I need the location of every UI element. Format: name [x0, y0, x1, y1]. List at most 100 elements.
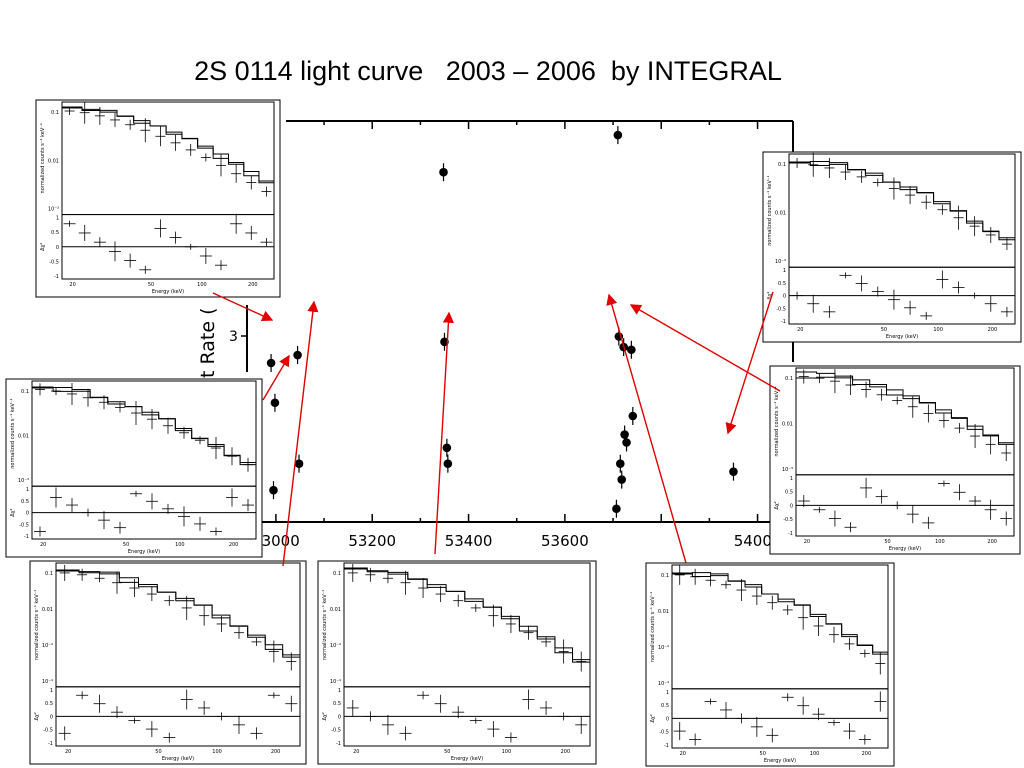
data-point [627, 345, 636, 355]
spectrum-y-tick: 10⁻³ [48, 207, 59, 213]
spectrum-panel: 0.1 0.01 10⁻³ 1 0.5 0 -0.5 -1 20 50 100 200 Energy (… [762, 151, 1022, 343]
spectrum-x-label: Energy (keV) [162, 756, 194, 762]
spectrum-x-tick: 200 [248, 282, 258, 288]
spectrum-x-tick: 200 [988, 327, 998, 333]
residual-y-tick: 1 [338, 688, 341, 694]
data-point [620, 430, 629, 439]
residual-y-tick: 1 [26, 487, 29, 493]
spectrum-x-tick: 100 [212, 749, 222, 755]
spectrum-x-tick: 50 [148, 282, 154, 288]
spectrum-y-tick: 10⁻⁴ [658, 681, 669, 687]
spectrum-panel: 0.1 0.01 10⁻³ 1 0.5 0 -0.5 -1 20 50 100 200 Energy (… [35, 99, 281, 298]
residual-y-label: Δχ² [322, 712, 328, 720]
spectrum-x-tick: 20 [65, 749, 71, 755]
spectrum-y-tick: 0.01 [48, 158, 59, 164]
residual-y-tick: -0.5 [659, 730, 669, 736]
spectrum-y-tick: 10⁻³ [658, 645, 669, 651]
residual-y-tick: -0.5 [49, 259, 59, 265]
spectrum-x-tick: 100 [175, 542, 185, 548]
spectrum-y-tick: 10⁻⁴ [42, 679, 53, 685]
residual-y-label: Δχ² [40, 243, 46, 251]
spectrum-x-label: Energy (keV) [152, 289, 184, 295]
residual-y-tick: -1 [24, 534, 29, 540]
spectrum-y-label: normalized counts s⁻¹ keV⁻¹ [774, 386, 780, 456]
spectrum-x-tick: 200 [987, 539, 997, 545]
residual-y-tick: 0 [338, 714, 341, 720]
residual-y-tick: 0.5 [778, 281, 786, 287]
residual-y-tick: -0.5 [19, 522, 29, 528]
data-point [612, 504, 621, 514]
spectrum-x-label: Energy (keV) [764, 758, 796, 764]
residual-y-tick: 0.5 [45, 701, 53, 707]
spectrum-panel: 0.1 0.01 10⁻³ 1 0.5 0 -0.5 -1 20 50 100 200 Energy (… [769, 365, 1021, 555]
residual-y-tick: -0.5 [331, 728, 341, 734]
top-axis-ticks [323, 121, 759, 129]
data-point [613, 130, 623, 140]
spectrum-y-label: normalized counts s⁻¹ keV⁻¹ [40, 123, 46, 193]
residual-y-tick: 0.5 [51, 230, 59, 236]
residual-y-tick: 0.5 [661, 703, 669, 709]
spectrum-x-tick: 50 [884, 539, 890, 545]
residual-y-tick: 0 [56, 245, 59, 251]
data-points [266, 126, 738, 518]
spectrum-x-label: Energy (keV) [451, 756, 483, 762]
spectrum-y-tick: 0.1 [333, 571, 341, 577]
y-tick-label-3: 3 [229, 329, 238, 345]
residual-y-label: Δχ² [10, 508, 16, 516]
data-point [266, 358, 276, 368]
residual-y-tick: -1 [788, 531, 793, 537]
residual-y-tick: -0.5 [776, 306, 786, 312]
spectrum-x-tick: 100 [810, 751, 820, 757]
residual-y-tick: 0.5 [333, 701, 341, 707]
x-tick-label: 53600 [541, 532, 589, 550]
x-tick-label: 53400 [445, 532, 493, 550]
data-point [617, 475, 627, 484]
spectrum-y-tick: 0.1 [778, 162, 786, 168]
x-tick-label: 53000 [252, 532, 300, 550]
spectrum-y-tick: 10⁻³ [18, 478, 29, 484]
spectrum-x-tick: 100 [197, 282, 207, 288]
spectrum-x-tick: 200 [561, 749, 571, 755]
spectrum-y-tick: 0.01 [330, 607, 341, 613]
residual-y-tick: 1 [783, 268, 786, 274]
residual-y-label: Δχ² [34, 712, 40, 720]
residual-y-tick: 0 [783, 294, 786, 300]
spectrum-y-tick: 0.1 [51, 110, 59, 116]
data-point [269, 485, 278, 495]
residual-y-tick: 1 [50, 688, 53, 694]
arrow [434, 311, 455, 555]
residual-y-tick: -1 [54, 274, 59, 280]
spectrum-x-tick: 200 [862, 751, 872, 757]
spectrum-y-tick: 10⁻³ [782, 467, 793, 473]
page-title: 2S 0114 light curve 2003 – 2006 by INTEG… [194, 56, 782, 86]
spectrum-x-tick: 50 [123, 542, 129, 548]
spectrum-x-tick: 200 [271, 749, 281, 755]
arrow [629, 304, 781, 392]
data-point [615, 459, 625, 469]
spectrum-y-tick: 10⁻³ [330, 643, 341, 649]
residual-y-tick: -1 [664, 743, 669, 749]
y-axis-label: t Rate ( [197, 307, 219, 378]
spectrum-x-tick: 20 [797, 327, 803, 333]
x-tick-label: 53200 [348, 532, 396, 550]
residual-y-tick: 0 [790, 503, 793, 509]
spectrum-x-tick: 200 [229, 542, 239, 548]
arrow [725, 291, 774, 435]
spectrum-y-tick: 0.1 [785, 376, 793, 382]
spectrum-x-label: Energy (keV) [889, 546, 921, 552]
residual-y-tick: 0 [26, 511, 29, 517]
data-point [729, 467, 738, 476]
spectrum-y-tick: 0.01 [775, 211, 786, 217]
data-point [270, 398, 280, 408]
data-point [628, 411, 638, 421]
data-point [622, 438, 631, 447]
spectrum-y-tick: 0.01 [42, 607, 53, 613]
spectrum-x-tick: 20 [40, 542, 46, 548]
spectrum-x-tick: 50 [444, 749, 450, 755]
spectrum-x-tick: 50 [760, 751, 766, 757]
spectrum-y-tick: 10⁻³ [42, 643, 53, 649]
residual-y-label: Δχ² [767, 291, 773, 299]
arrow [212, 292, 274, 322]
